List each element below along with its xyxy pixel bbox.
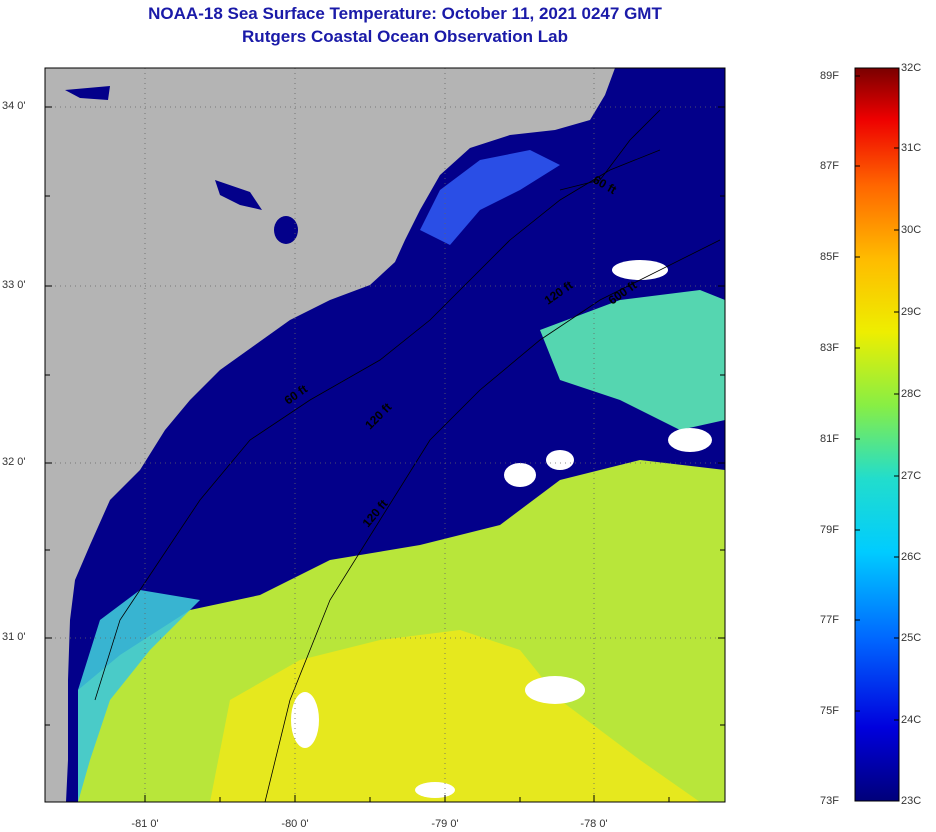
longitude-label: -78 0' [580, 818, 608, 830]
latitude-label: 33 0' [2, 279, 26, 291]
colorbar-c-label: 31C [901, 142, 922, 154]
colorbar-f-label: 89F [820, 70, 839, 82]
lake [274, 216, 298, 244]
teal-water-patch [540, 290, 725, 430]
colorbar-f-label: 81F [820, 433, 839, 445]
colorbar-c-label: 29C [901, 306, 922, 318]
latitude-label: 34 0' [2, 100, 26, 112]
colorbar [854, 67, 900, 802]
colorbar-c-label: 23C [901, 795, 922, 807]
depth-contour [94, 149, 661, 701]
lake [65, 86, 110, 100]
warm-water-core [210, 630, 700, 802]
cloud-gap [612, 260, 668, 280]
colorbar-f-label: 83F [820, 342, 839, 354]
colorbar-f-label: 73F [820, 795, 839, 807]
colorbar-c-label: 27C [901, 470, 922, 482]
longitude-label: -80 0' [281, 818, 309, 830]
land-mass [45, 68, 615, 802]
axis-ticks [45, 106, 725, 802]
longitude-label: -79 0' [431, 818, 459, 830]
longitude-label: -81 0' [131, 818, 159, 830]
colorbar-f-label: 77F [820, 614, 839, 626]
cloud-gap [291, 692, 319, 748]
map-title: NOAA-18 Sea Surface Temperature: October… [148, 4, 662, 23]
colorbar-c-label: 26C [901, 551, 922, 563]
colorbar-c-label: 25C [901, 632, 922, 644]
colorbar-c-label: 30C [901, 224, 922, 236]
colorbar-c-label: 24C [901, 714, 922, 726]
colorbar-c-label: 28C [901, 388, 922, 400]
nearshore-blue-patch [420, 150, 560, 245]
cloud-gap [504, 463, 536, 487]
depth-contour [264, 239, 721, 802]
latitude-label: 32 0' [2, 456, 26, 468]
colorbar-f-label: 87F [820, 160, 839, 172]
cloud-gap [546, 450, 574, 470]
colorbar-c-label: 32C [901, 62, 922, 74]
colorbar-f-label: 85F [820, 251, 839, 263]
colorbar-f-label: 79F [820, 524, 839, 536]
cyan-water-band [78, 590, 200, 802]
cloud-gap [668, 428, 712, 452]
colorbar-ticks [855, 75, 899, 721]
cloud-gap [525, 676, 585, 704]
cloud-gap [415, 782, 455, 798]
map-subtitle: Rutgers Coastal Ocean Observation Lab [242, 27, 568, 46]
lake [215, 180, 262, 210]
depth-contour [559, 109, 661, 191]
map-frame [44, 67, 726, 803]
colorbar-f-label: 75F [820, 705, 839, 717]
latitude-label: 31 0' [2, 631, 26, 643]
